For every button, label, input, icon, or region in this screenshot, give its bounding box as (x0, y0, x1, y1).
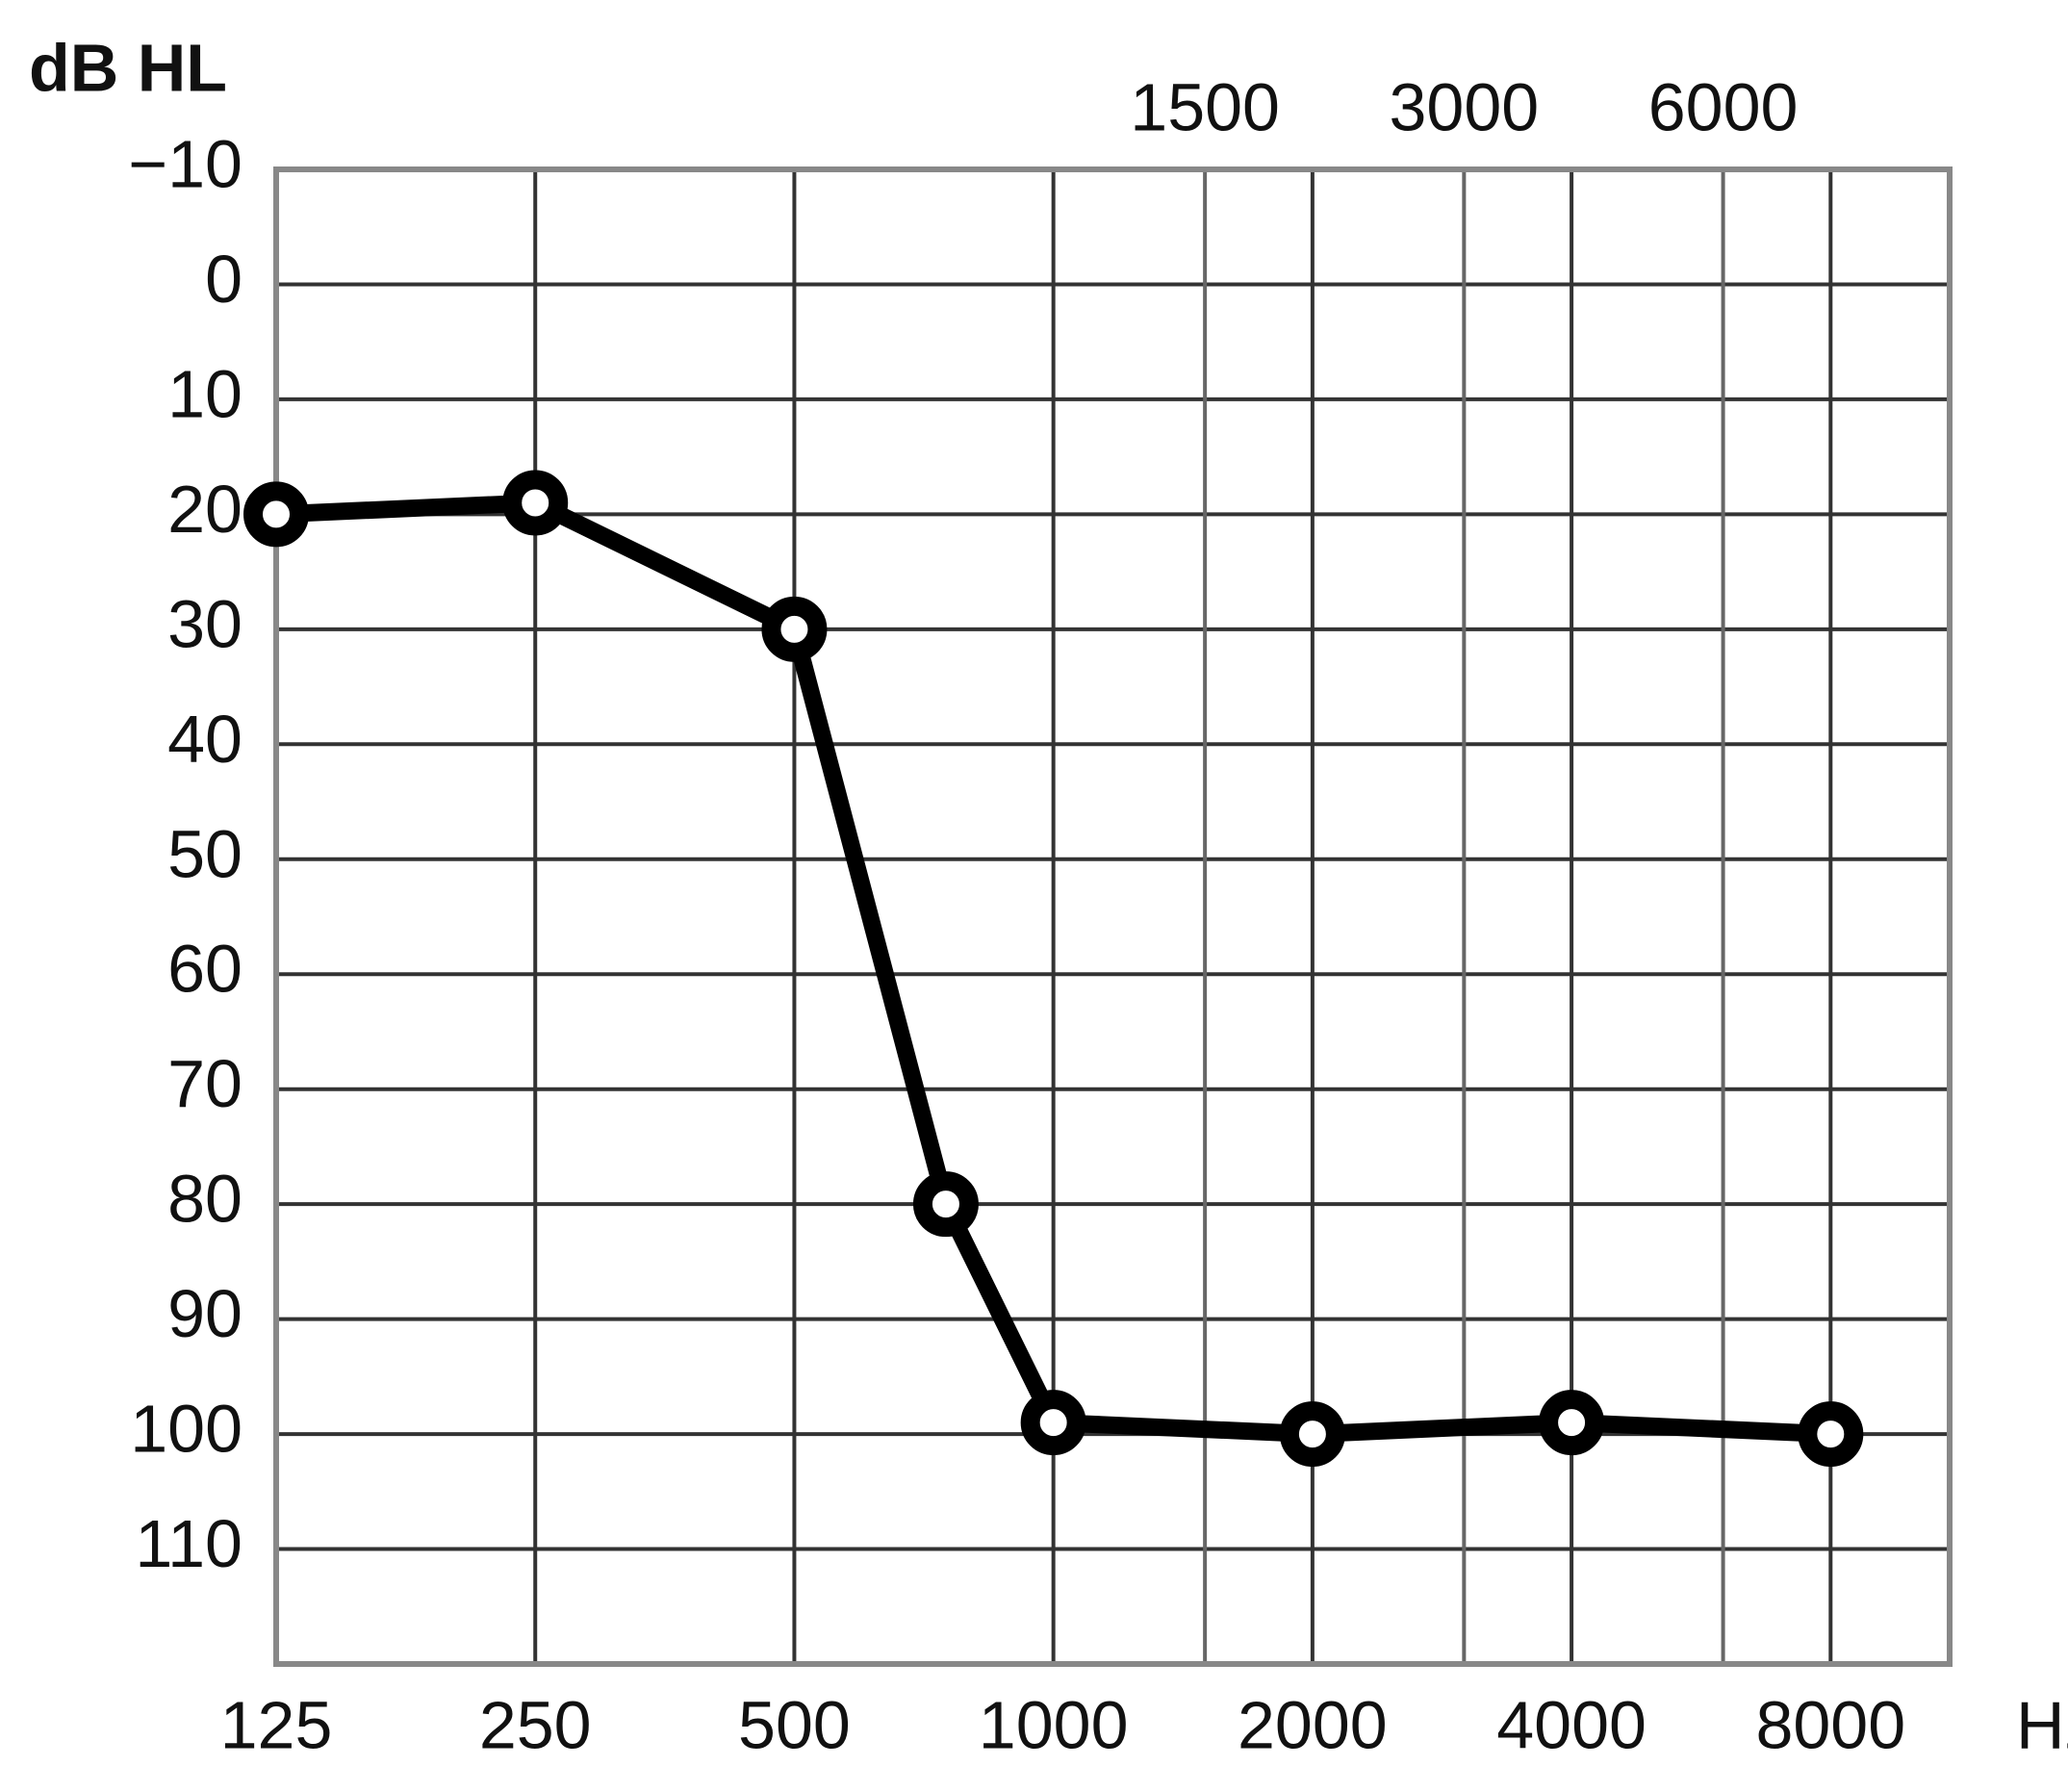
x-tick-label: 125 (220, 1687, 333, 1762)
threshold-marker (1539, 1390, 1605, 1456)
threshold-marker (1279, 1401, 1345, 1468)
y-tick-label: 20 (167, 472, 243, 547)
y-tick-label: 70 (167, 1046, 243, 1121)
x-tick-label: 2000 (1238, 1687, 1388, 1762)
threshold-line (275, 494, 1831, 1444)
x-top-tick-label: 6000 (1648, 69, 1799, 144)
x-tick-label: 1000 (979, 1687, 1129, 1762)
x-axis-label: Hz (2016, 1687, 2068, 1762)
x-top-tick-label: 3000 (1389, 69, 1539, 144)
y-tick-label: 50 (167, 816, 243, 891)
y-tick-label: 90 (167, 1276, 243, 1351)
x-tick-label: 8000 (1755, 1687, 1905, 1762)
x-top-tick-label: 1500 (1130, 69, 1280, 144)
y-tick-label: −10 (128, 126, 243, 201)
y-tick-label: 80 (167, 1162, 243, 1237)
y-tick-label: 40 (167, 702, 243, 777)
y-tick-label: 60 (167, 932, 243, 1007)
y-tick-label: 30 (167, 586, 243, 661)
y-tick-label: 0 (205, 242, 243, 317)
x-tick-label: 4000 (1496, 1687, 1647, 1762)
y-tick-label: 100 (130, 1392, 243, 1467)
y-tick-label: 10 (167, 356, 243, 431)
threshold-marker (502, 470, 569, 536)
plot-frame (273, 166, 1953, 1667)
x-tick-label: 250 (479, 1687, 592, 1762)
threshold-marker (1020, 1390, 1086, 1456)
y-axis-label: dB HL (29, 30, 227, 105)
threshold-marker (912, 1171, 979, 1238)
threshold-marker (243, 481, 309, 548)
threshold-marker (1798, 1401, 1864, 1468)
threshold-marker (761, 596, 828, 662)
x-tick-label: 500 (738, 1687, 851, 1762)
y-tick-label: 110 (135, 1506, 243, 1581)
